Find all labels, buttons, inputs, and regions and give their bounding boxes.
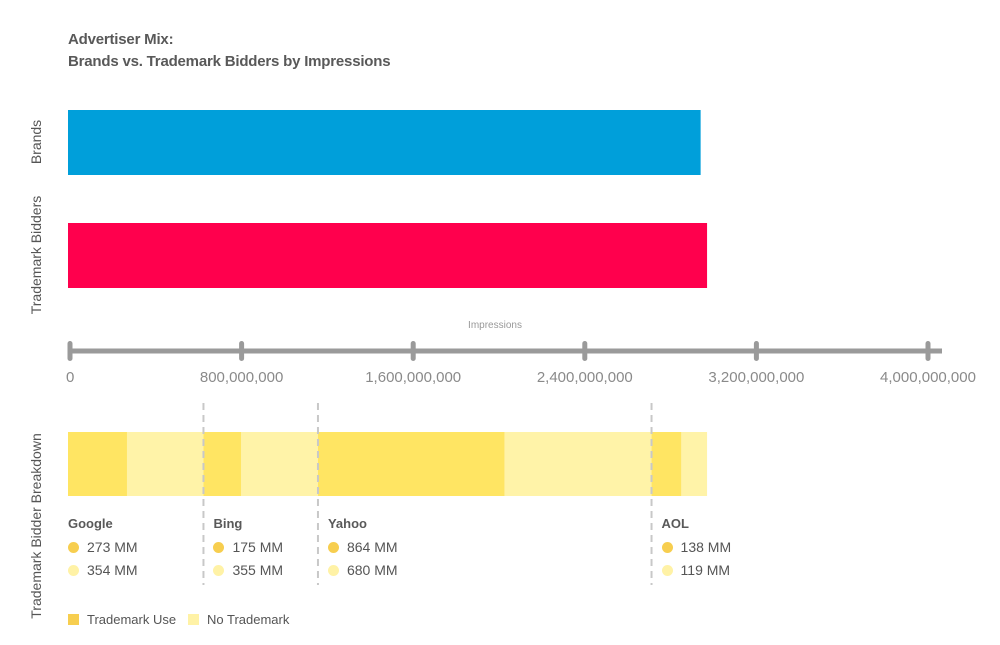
legend-label-no-trademark: No Trademark [207, 612, 290, 627]
legend-label-trademark-use: Trademark Use [87, 612, 177, 627]
x-tick-label-3: 2,400,000,000 [537, 369, 633, 386]
group-label-aol: AOL [661, 516, 689, 531]
value-google-no-trademark: 354 MM [68, 562, 138, 578]
value-aol-no-trademark: 119 MM [661, 562, 731, 578]
value-text: 273 MM [87, 539, 138, 555]
dot-no-trademark [68, 564, 79, 576]
value-text: 138 MM [680, 539, 732, 555]
value-text: 119 MM [680, 562, 731, 578]
value-yahoo-trademark-use: 864 MM [327, 539, 398, 555]
chart-title-line-1: Advertiser Mix: [68, 31, 174, 48]
x-tick-5 [925, 341, 931, 361]
segment-aol-trademark-use [651, 432, 682, 496]
x-tick-2 [410, 341, 416, 361]
group-label-google: Google [68, 516, 113, 531]
x-tick-label-2: 1,600,000,000 [365, 369, 461, 386]
value-text: 354 MM [87, 562, 138, 578]
dot-no-trademark [661, 564, 673, 576]
x-tick-label-5: 4,000,000,000 [880, 369, 976, 386]
x-tick-4 [753, 341, 759, 361]
value-text: 864 MM [346, 539, 398, 555]
x-tick-label-4: 3,200,000,000 [708, 369, 804, 386]
x-tick-label-0: 0 [66, 369, 74, 386]
segment-google-no-trademark [126, 432, 204, 496]
dot-trademark-use [327, 541, 339, 553]
value-text: 355 MM [232, 562, 284, 578]
dot-trademark-use [661, 541, 673, 553]
segment-google-trademark-use [68, 432, 127, 496]
bar-trademark-bidders [68, 223, 708, 288]
group-label-bing: Bing [213, 516, 243, 531]
dot-trademark-use [68, 541, 79, 553]
legend-no-trademark: No Trademark [188, 612, 289, 627]
chart-title-line-2: Brands vs. Trademark Bidders by Impressi… [68, 53, 391, 70]
value-bing-no-trademark: 355 MM [213, 562, 283, 578]
legend-swatch-trademark-use [68, 614, 79, 625]
value-text: 680 MM [346, 562, 398, 578]
value-text: 175 MM [232, 539, 284, 555]
segment-aol-no-trademark [681, 432, 708, 496]
segment-bing-no-trademark [241, 432, 318, 496]
dot-no-trademark [213, 564, 225, 576]
segment-bing-trademark-use [203, 432, 242, 496]
legend-swatch-no-trademark [188, 614, 199, 625]
x-axis-title: Impressions [468, 320, 522, 331]
segment-yahoo-trademark-use [317, 432, 505, 496]
value-aol-trademark-use: 138 MM [661, 539, 732, 555]
legend-trademark-use: Trademark Use [68, 612, 176, 627]
segment-yahoo-no-trademark [504, 432, 652, 496]
bar-brands [68, 110, 701, 175]
x-tick-3 [582, 341, 588, 361]
value-google-trademark-use: 273 MM [68, 539, 138, 555]
x-tick-0 [67, 341, 73, 361]
x-tick-1 [239, 341, 245, 361]
chart-title: Advertiser Mix: Brands vs. Trademark Bid… [68, 29, 391, 73]
x-tick-label-1: 800,000,000 [200, 369, 283, 386]
dot-no-trademark [327, 564, 339, 576]
value-yahoo-no-trademark: 680 MM [327, 562, 398, 578]
dot-trademark-use [213, 541, 225, 553]
group-label-yahoo: Yahoo [327, 516, 367, 531]
value-bing-trademark-use: 175 MM [213, 539, 283, 555]
